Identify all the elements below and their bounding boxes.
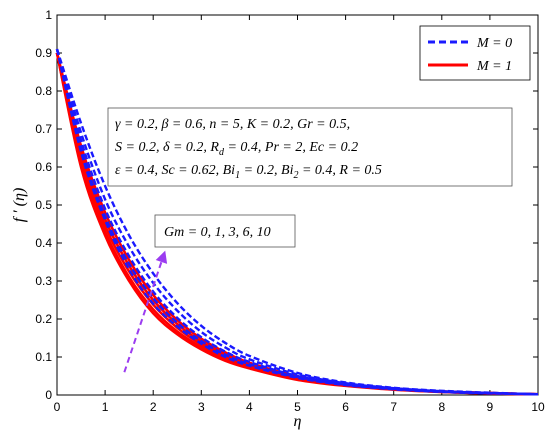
legend: M = 0 M = 1 [419, 25, 531, 81]
series-line [55, 52, 539, 396]
y-tick-label: 0 [45, 388, 52, 402]
y-tick-label: 0.1 [35, 350, 52, 364]
x-tick-label: 9 [487, 400, 494, 414]
parameter-line-3-sub1: 1 [235, 170, 240, 181]
y-tick-label: 0.5 [35, 198, 52, 212]
y-axis-label: f ′ (η) [11, 188, 28, 223]
x-tick-label: 6 [342, 400, 349, 414]
gm-arrow-shaft [123, 250, 167, 373]
x-axis-label: η [294, 413, 302, 430]
x-tick-label: 0 [54, 400, 61, 414]
series-layer [55, 48, 539, 396]
parameter-line-3-a: ε = 0.4, Sc = 0.62, Bi [115, 163, 235, 178]
parameter-box: γ = 0.2, β = 0.6, n = 5, K = 0.2, Gr = 0… [107, 107, 513, 187]
gm-annotation-label: Gm = 0, 1, 3, 6, 10 [164, 225, 271, 240]
y-tick-label: 0.7 [35, 122, 52, 136]
series-line [55, 52, 539, 396]
x-tick-label: 8 [438, 400, 445, 414]
y-tick-label: 0.4 [35, 236, 52, 250]
y-tick-label: 0.3 [35, 274, 52, 288]
y-tick-label: 0.9 [35, 46, 52, 60]
y-tick-label: 1 [45, 8, 52, 22]
arrow-layer [123, 250, 168, 373]
parameter-line-2-a: S = 0.2, δ = 0.2, R [115, 140, 219, 155]
parameter-box-frame [107, 107, 513, 187]
parameter-line-3-b: = 0.2, Bi [240, 163, 293, 178]
x-tick-label: 10 [531, 400, 545, 414]
series-line [55, 48, 539, 396]
x-tick-label: 4 [246, 400, 253, 414]
y-tick-label: 0.2 [35, 312, 52, 326]
series-line [55, 52, 539, 396]
tick-labels: 0 1 2 3 4 5 6 7 8 9 10 0 0.1 0.2 0.3 0.4 0.5 0.6 0.7 0.8 0.9… [35, 8, 545, 414]
x-tick-label: 2 [150, 400, 157, 414]
legend-box [419, 25, 531, 81]
parameter-line-2-sub: d [219, 147, 225, 158]
x-tick-label: 5 [294, 400, 301, 414]
y-tick-label: 0.6 [35, 160, 52, 174]
gm-arrow-head [155, 250, 168, 264]
parameter-line-3: ε = 0.4, Sc = 0.62, Bi1 = 0.2, Bi2 = 0.4… [115, 163, 382, 181]
series-line [55, 48, 539, 396]
y-tick-label: 0.8 [35, 84, 52, 98]
gm-annotation: Gm = 0, 1, 3, 6, 10 [154, 214, 296, 248]
parameter-line-1: γ = 0.2, β = 0.6, n = 5, K = 0.2, Gr = 0… [115, 117, 350, 132]
parameter-line-3-c: = 0.4, R = 0.5 [298, 163, 381, 178]
series-line [55, 48, 539, 396]
parameter-line-3-sub2: 2 [293, 170, 298, 181]
parameter-line-2-b: = 0.4, Pr = 2, Ec = 0.2 [224, 140, 358, 155]
series-line [55, 48, 539, 396]
legend-label-m1: M = 1 [476, 59, 512, 74]
parameter-line-2: S = 0.2, δ = 0.2, Rd = 0.4, Pr = 2, Ec =… [115, 140, 358, 158]
gm-annotation-box [154, 214, 296, 248]
legend-label-m0: M = 0 [476, 36, 512, 51]
x-tick-label: 7 [390, 400, 397, 414]
x-tick-label: 3 [198, 400, 205, 414]
series-line [55, 52, 539, 396]
series-line [55, 48, 539, 396]
x-tick-label: 1 [102, 400, 109, 414]
series-line [55, 52, 539, 396]
